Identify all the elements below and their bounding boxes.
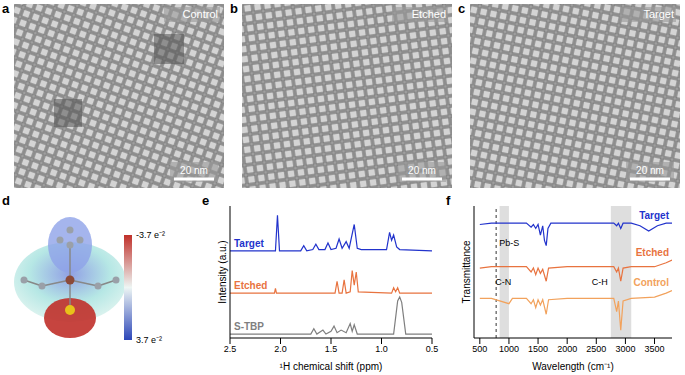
- html-text:Etched: Etched: [635, 247, 669, 259]
- svg-text:Etched: Etched: [412, 8, 446, 20]
- svg-text:20 nm: 20 nm: [180, 165, 208, 176]
- svg-text:500: 500: [472, 344, 487, 354]
- html-text:c: c: [458, 1, 466, 16]
- svg-text:Intensity (a.u.): Intensity (a.u.): [217, 240, 228, 303]
- html-text:C-N: C-N: [495, 277, 512, 288]
- html-text:e: e: [202, 193, 210, 208]
- html-text:C-H: C-H: [591, 277, 608, 288]
- svg-text:0.5: 0.5: [426, 344, 439, 354]
- html-text:f: f: [446, 193, 451, 208]
- html-text:Control: Control: [633, 277, 669, 289]
- svg-text:Wavelength (cm⁻¹): Wavelength (cm⁻¹): [532, 361, 614, 372]
- svg-text:3.7 e⁻²: 3.7 e⁻²: [136, 335, 162, 345]
- svg-text:Control: Control: [183, 8, 218, 20]
- svg-text:Target: Target: [643, 8, 674, 20]
- svg-text:Transmittance: Transmittance: [461, 240, 472, 303]
- html-text:Etched: Etched: [234, 280, 268, 292]
- html-text:Target: Target: [639, 210, 669, 222]
- svg-text:3000: 3000: [615, 344, 635, 354]
- html-text:Pb-S: Pb-S: [499, 237, 520, 248]
- svg-text:2.0: 2.0: [274, 344, 287, 354]
- html-text:b: b: [230, 1, 238, 16]
- html-text:d: d: [2, 193, 10, 208]
- svg-text:¹H chemical shift (ppm): ¹H chemical shift (ppm): [280, 361, 383, 372]
- svg-text:2500: 2500: [586, 344, 606, 354]
- html-text:a: a: [2, 1, 10, 16]
- html-text:S-TBP: S-TBP: [234, 321, 264, 332]
- svg-text:1000: 1000: [499, 344, 519, 354]
- svg-text:2000: 2000: [557, 344, 577, 354]
- svg-text:20 nm: 20 nm: [636, 165, 664, 176]
- svg-text:20 nm: 20 nm: [408, 165, 436, 176]
- svg-text:2.5: 2.5: [224, 344, 237, 354]
- svg-text:1.5: 1.5: [325, 344, 338, 354]
- svg-text:1.0: 1.0: [375, 344, 388, 354]
- svg-text:-3.7 e⁻²: -3.7 e⁻²: [136, 230, 165, 240]
- svg-text:1500: 1500: [528, 344, 548, 354]
- html-text:Target: Target: [234, 237, 264, 249]
- svg-text:3500: 3500: [645, 344, 665, 354]
